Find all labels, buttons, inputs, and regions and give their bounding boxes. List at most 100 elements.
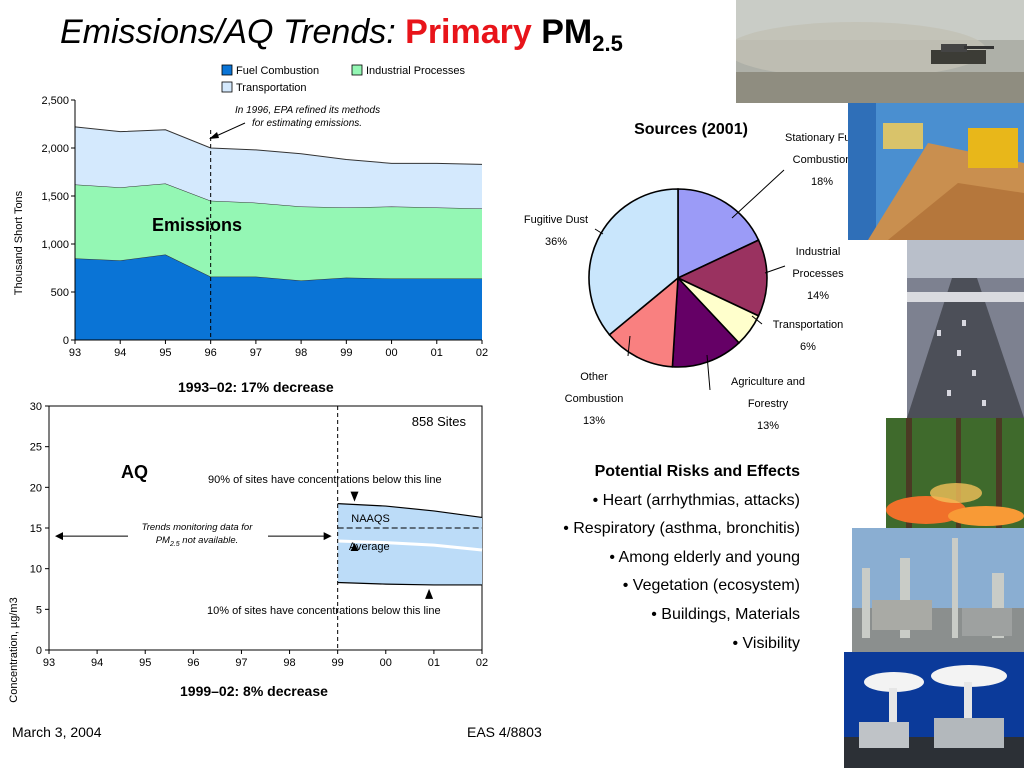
area-industrial-processes: [75, 183, 482, 281]
pie-slice-percent: 36%: [545, 236, 567, 248]
pie-slice-label: Fugitive Dust: [524, 214, 588, 226]
aq-bottom-note: 10% of sites have concentrations below t…: [207, 605, 441, 617]
pie-slice-label: Transportation: [773, 319, 844, 331]
aq-trend-note-line2: PM2.5 not available.: [156, 535, 239, 548]
legend-swatch-industrial: [351, 64, 363, 76]
aq-p90-line: [337, 503, 483, 519]
aq-naaqs-label: NAAQS: [351, 513, 390, 525]
photo-construction: [848, 103, 1024, 240]
risks-heading: Potential Risks and Effects: [594, 463, 800, 480]
emissions-y-tick-label: 2,000: [41, 143, 69, 155]
emissions-x-tick-label: 94: [114, 347, 126, 359]
slide-title: Emissions/AQ Trends: Primary PM2.5: [60, 13, 623, 56]
aq-average-marker: [350, 543, 359, 552]
aq-axes: 0 5 10 15 20 25 30 93 94 95 96 97 98 99 00 01 02: [30, 401, 488, 669]
aq-x-tick-label: 97: [235, 657, 247, 669]
risk-item: • Heart (arrhythmias, attacks): [592, 491, 800, 509]
emissions-caption: 1993–02: 17% decrease: [178, 379, 334, 395]
pie-slice-label: Forestry: [748, 398, 789, 410]
aq-y-tick-label: 15: [30, 523, 42, 535]
risk-item: • Respiratory (asthma, bronchitis): [563, 520, 800, 538]
emissions-annotation-arrow: [213, 122, 246, 138]
aq-average-line: [337, 539, 483, 552]
photo-highway: [907, 240, 1024, 418]
aq-y-tick-label: 25: [30, 442, 42, 454]
aq-inline-label: AQ: [121, 462, 148, 482]
emissions-areas: [74, 126, 483, 340]
area-fuel-combustion: [75, 254, 482, 340]
pie-slice-percent: 18%: [811, 176, 833, 188]
pie-slice-label: Agriculture and: [731, 376, 805, 388]
pie-leader-line: [751, 315, 763, 325]
photo-refinery: [852, 528, 1024, 653]
legend-label-fuel: Fuel Combustion: [236, 65, 319, 77]
pie-leader-line: [706, 354, 711, 391]
aq-x-tick-label: 94: [91, 657, 103, 669]
pie-slice-percent: 6%: [800, 341, 816, 353]
pie-slice: [588, 188, 679, 336]
aq-x-tick-label: 02: [476, 657, 488, 669]
emissions-axes: 0 500 1,000 1,500 2,000 2,500 93 94 95 96 97 98 99 00…: [41, 95, 488, 359]
aq-p90-marker: [350, 491, 359, 502]
aq-x-tick-label: 00: [380, 657, 392, 669]
emissions-y-tick-label: 1,500: [41, 191, 69, 203]
aq-p10-line: [337, 581, 482, 586]
photo-forest-fire: [886, 418, 1024, 528]
aq-p10-marker: [425, 588, 434, 599]
pie-labels: Stationary Fuel Combustion 18% Industrial Pr…: [524, 132, 859, 432]
emissions-legend: Fuel Combustion Industrial Processes Tra…: [221, 64, 466, 94]
legend-label-industrial: Industrial Processes: [366, 65, 466, 77]
pie-title: Sources (2001): [634, 121, 748, 138]
emissions-x-tick-label: 01: [431, 347, 443, 359]
aq-plot: NAAQS Average: [48, 405, 483, 651]
emissions-y-tick-label: 2,500: [41, 95, 69, 107]
area-transportation: [75, 126, 482, 209]
pie-slice-label: Other: [580, 371, 608, 383]
legend-swatch-fuel: [221, 64, 233, 76]
aq-trend-note-line1: Trends monitoring data for: [142, 522, 254, 533]
aq-y-tick-label: 10: [30, 564, 42, 576]
aq-average-label: Average: [349, 541, 390, 553]
emissions-x-tick-label: 95: [159, 347, 171, 359]
emissions-x-tick-label: 97: [250, 347, 262, 359]
emissions-x-tick-label: 98: [295, 347, 307, 359]
pie-slice-label: Combustion: [793, 154, 852, 166]
pie-slice: [671, 276, 741, 368]
risk-item: • Among elderly and young: [609, 548, 800, 566]
pie-slice: [677, 188, 760, 280]
emissions-y-axis-label: Thousand Short Tons: [13, 190, 25, 295]
emissions-x-tick-label: 99: [340, 347, 352, 359]
footer-date: March 3, 2004: [12, 724, 102, 740]
emissions-x-tick-label: 02: [476, 347, 488, 359]
pie-leader-line: [594, 228, 604, 235]
pie-slice-label: Processes: [792, 268, 844, 280]
pie-leader-line: [627, 335, 631, 357]
aq-y-tick-label: 0: [36, 645, 42, 657]
pie-slices: [588, 188, 768, 368]
pie-leader-line: [731, 169, 785, 219]
pie-leader-line: [764, 265, 786, 274]
emissions-annotation-arrowhead: [209, 132, 219, 139]
pie-slice: [676, 239, 768, 317]
aq-y-axis-label: Concentration, µg/m3: [8, 597, 20, 702]
aq-x-tick-label: 95: [139, 657, 151, 669]
risk-item: • Visibility: [732, 634, 800, 652]
emissions-annotation-line2: for estimating emissions.: [252, 118, 362, 129]
photo-tank-dust: [736, 0, 1024, 103]
pie-slice-percent: 14%: [807, 290, 829, 302]
emissions-x-tick-label: 00: [385, 347, 397, 359]
aq-na-arrowhead-left: [55, 532, 63, 541]
pie-slice-label: Industrial: [796, 246, 841, 258]
risk-item: • Vegetation (ecosystem): [622, 577, 800, 595]
aq-na-arrowhead-right: [323, 532, 332, 541]
aq-y-tick-label: 30: [30, 401, 42, 413]
emissions-chart: 0 500 1,000 1,500 2,000 2,500 93 94 95 96 97 98 99 00…: [13, 64, 488, 395]
emissions-x-tick-label: 93: [69, 347, 81, 359]
emissions-y-tick-label: 0: [63, 335, 69, 347]
aq-caption: 1999–02: 8% decrease: [180, 683, 328, 699]
aq-top-note: 90% of sites have concentrations below t…: [208, 474, 442, 486]
risks-list: Potential Risks and Effects • Heart (arr…: [563, 458, 800, 658]
aq-x-tick-label: 98: [283, 657, 295, 669]
pie-slice-label: Stationary Fuel: [785, 132, 859, 144]
